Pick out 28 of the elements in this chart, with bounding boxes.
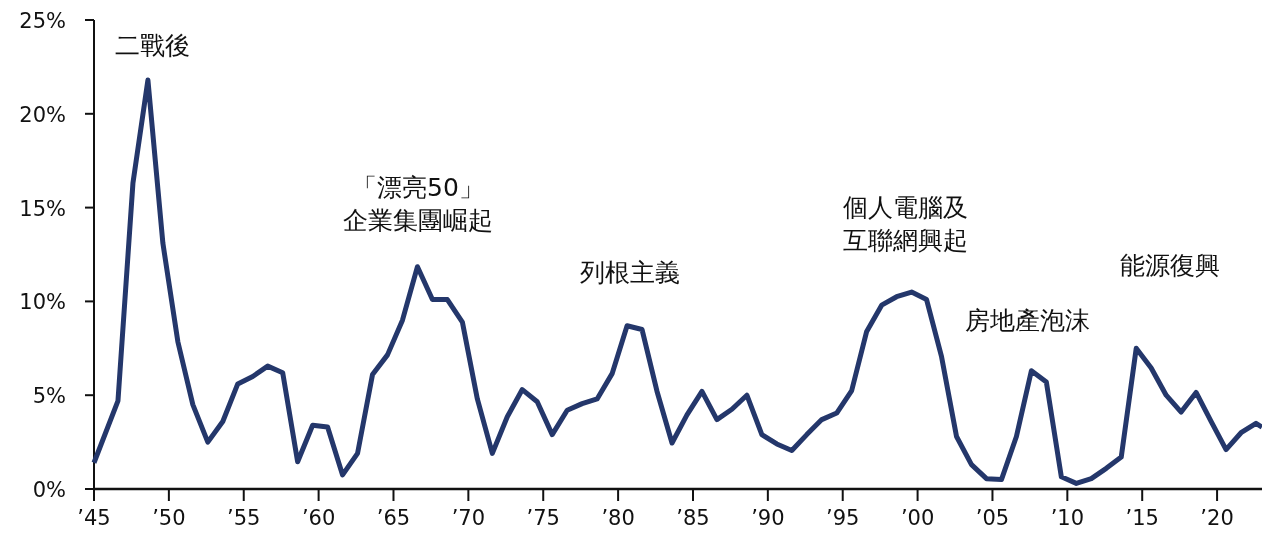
x-tick-label: ’60 — [301, 506, 336, 530]
y-tick-label: 25% — [19, 9, 66, 33]
x-tick-label: ’20 — [1200, 506, 1234, 530]
annotation: 二戰後 — [114, 31, 190, 60]
x-tick-label: ’45 — [77, 506, 111, 530]
x-tick-label: ’85 — [676, 506, 710, 530]
x-tick-label: ’80 — [601, 506, 635, 530]
x-tick-label: ’95 — [826, 506, 860, 530]
x-tick-label: ’70 — [451, 506, 486, 530]
annotation: 能源復興 — [1120, 251, 1220, 280]
annotation: 「漂亮50」企業集團崛起 — [343, 172, 493, 235]
x-tick-label: ’50 — [152, 506, 186, 530]
x-tick-label: ’15 — [1125, 506, 1159, 530]
x-tick-label: ’55 — [227, 506, 261, 530]
y-tick-label: 10% — [19, 290, 66, 315]
annotation: 列根主義 — [580, 258, 680, 287]
x-tick-label: ’75 — [526, 506, 560, 530]
x-tick-label: ’90 — [751, 506, 785, 530]
y-tick-label: 20% — [19, 102, 66, 127]
y-tick-label: 15% — [19, 196, 66, 221]
x-tick-label: ’65 — [376, 506, 411, 530]
y-tick-label: 5% — [32, 384, 66, 409]
annotation: 房地產泡沫 — [964, 306, 1090, 335]
x-tick-label: ’05 — [975, 506, 1010, 530]
y-tick-label: 0% — [32, 478, 66, 502]
x-tick-label: ’00 — [900, 506, 935, 530]
annotation: 個人電腦及互聯網興起 — [842, 192, 968, 255]
x-tick-label: ’10 — [1050, 506, 1085, 530]
